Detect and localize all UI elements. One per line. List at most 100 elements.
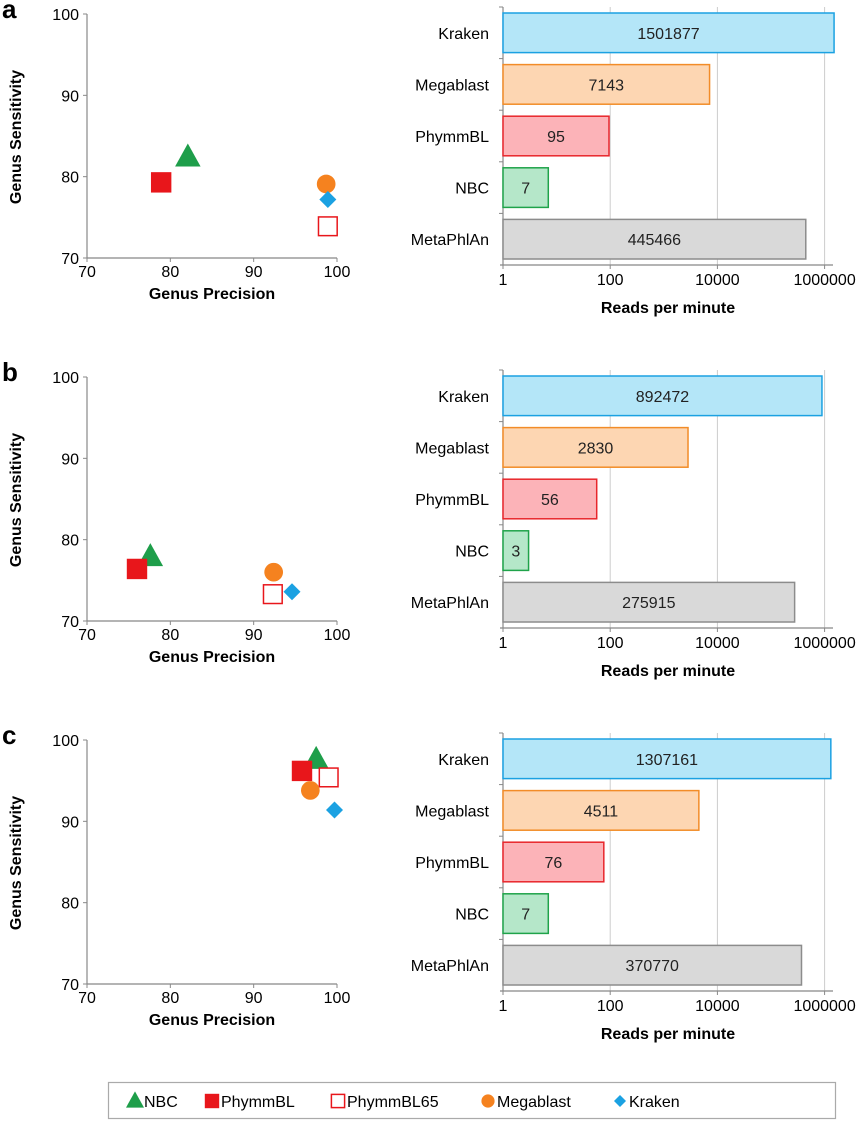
category-label: Kraken	[438, 389, 489, 406]
bar-megablast	[502, 789, 700, 831]
y-axis-label: Genus Sensitivity	[8, 70, 25, 204]
bar-value-label: 3	[511, 544, 520, 561]
bar-value-label: 370770	[626, 958, 679, 975]
category-label: NBC	[455, 544, 489, 561]
x-tick-label: 70	[78, 264, 96, 281]
x-axis-label: Genus Precision	[149, 1012, 275, 1029]
bar-chart: 1 100 10000 1000000 1501877 Kraken 7143 Megabla…	[411, 6, 856, 317]
bar-nbc	[502, 167, 550, 209]
y-tick-label: 100	[52, 733, 79, 750]
x-axis-label: Reads per minute	[601, 1026, 735, 1043]
y-tick-label: 80	[61, 170, 79, 187]
bar-value-label: 4511	[584, 803, 619, 820]
x-tick-label: 80	[161, 627, 179, 644]
point-nbc	[175, 143, 201, 167]
legend-item-nbc: NBC	[126, 1091, 178, 1111]
y-tick-label: 100	[52, 7, 79, 24]
x-tick-label: 10000	[695, 998, 740, 1015]
legend-label: NBC	[144, 1094, 178, 1111]
bar-value-label: 76	[545, 855, 563, 872]
category-label: NBC	[455, 907, 489, 924]
bar-value-label: 445466	[628, 232, 681, 249]
x-tick-label: 90	[245, 264, 263, 281]
category-label: Kraken	[438, 752, 489, 769]
x-axis-label: Genus Precision	[149, 286, 275, 303]
legend-label: Megablast	[497, 1094, 571, 1111]
bar-chart: 1 100 10000 1000000 1307161 Kraken 4511 Megabla…	[411, 732, 856, 1043]
x-tick-label: 90	[245, 990, 263, 1007]
y-tick-label: 90	[61, 814, 79, 831]
x-tick-label: 100	[597, 635, 624, 652]
panel-a: a 70 80 90 100 70 80 90 100 Genus Precision Genus …	[2, 0, 856, 317]
point-megablast	[316, 174, 336, 194]
x-tick-label: 1	[499, 272, 508, 289]
bar-value-label: 7	[521, 907, 530, 924]
bar-value-label: 56	[541, 492, 559, 509]
bar-value-label: 275915	[622, 595, 675, 612]
x-axis-label: Reads per minute	[601, 300, 735, 317]
bar-phymmbl	[502, 115, 610, 157]
panel-letter: b	[2, 357, 18, 387]
point-phymmbl	[150, 172, 172, 193]
bar-nbc	[502, 530, 530, 572]
point-kraken	[283, 583, 301, 601]
point-kraken	[326, 801, 343, 819]
bar-value-label: 1501877	[637, 26, 699, 43]
bar-value-label: 2830	[578, 440, 614, 457]
legend-item-megablast: Megablast	[481, 1094, 571, 1111]
bar-metaphlan	[502, 581, 796, 623]
bar-phymmbl	[502, 478, 598, 520]
y-tick-label: 90	[61, 88, 79, 105]
x-tick-label: 100	[597, 272, 624, 289]
triangle-icon	[126, 1091, 144, 1108]
point-megablast	[264, 562, 284, 582]
category-label: MetaPhlAn	[411, 958, 489, 975]
legend-label: Kraken	[629, 1094, 680, 1111]
bar-phymmbl	[502, 841, 605, 883]
category-label: PhymmBL	[415, 492, 489, 509]
x-tick-label: 100	[324, 627, 351, 644]
bar-chart: 1 100 10000 1000000 892472 Kraken 2830 Megablas…	[411, 369, 856, 680]
y-tick-label: 90	[61, 451, 79, 468]
bar-value-label: 7	[521, 181, 530, 198]
legend-item-kraken: Kraken	[614, 1094, 680, 1111]
x-tick-label: 1000000	[793, 635, 855, 652]
y-tick-label: 80	[61, 533, 79, 550]
x-tick-label: 10000	[695, 272, 740, 289]
x-tick-label: 70	[78, 990, 96, 1007]
bar-nbc	[502, 893, 550, 935]
x-tick-label: 1000000	[793, 272, 855, 289]
square-icon	[204, 1093, 220, 1109]
category-label: Megablast	[415, 440, 489, 457]
x-tick-label: 80	[161, 990, 179, 1007]
y-tick-label: 70	[61, 251, 79, 268]
panel-c: c 70 80 90 100 70 80 90 100 Genus Precision Genus …	[2, 720, 856, 1043]
panel-letter: a	[2, 0, 17, 24]
legend-label: PhymmBL	[221, 1094, 295, 1111]
legend-item-phymmbl65: PhymmBL65	[330, 1093, 439, 1111]
bar-megablast	[502, 63, 711, 105]
category-label: Megablast	[415, 77, 489, 94]
category-label: PhymmBL	[415, 129, 489, 146]
category-label: Megablast	[415, 803, 489, 820]
x-tick-label: 100	[597, 998, 624, 1015]
x-tick-label: 1	[499, 635, 508, 652]
bar-metaphlan	[502, 944, 803, 986]
y-tick-label: 70	[61, 977, 79, 994]
x-tick-label: 10000	[695, 635, 740, 652]
scatter-plot: 70 80 90 100 70 80 90 100 Genus Precision Genus S…	[8, 370, 350, 666]
scatter-plot: 70 80 90 100 70 80 90 100 Genus Precision Genus S…	[8, 7, 350, 303]
y-axis-label: Genus Sensitivity	[8, 796, 25, 930]
x-tick-label: 100	[324, 990, 351, 1007]
x-tick-label: 90	[245, 627, 263, 644]
y-axis-label: Genus Sensitivity	[8, 433, 25, 567]
bar-metaphlan	[502, 218, 807, 260]
point-phymmbl65	[262, 584, 283, 605]
bar-kraken	[502, 738, 832, 780]
panel-letter: c	[2, 720, 16, 750]
category-label: Kraken	[438, 26, 489, 43]
x-tick-label: 70	[78, 627, 96, 644]
bar-value-label: 892472	[636, 389, 689, 406]
x-axis-label: Reads per minute	[601, 663, 735, 680]
